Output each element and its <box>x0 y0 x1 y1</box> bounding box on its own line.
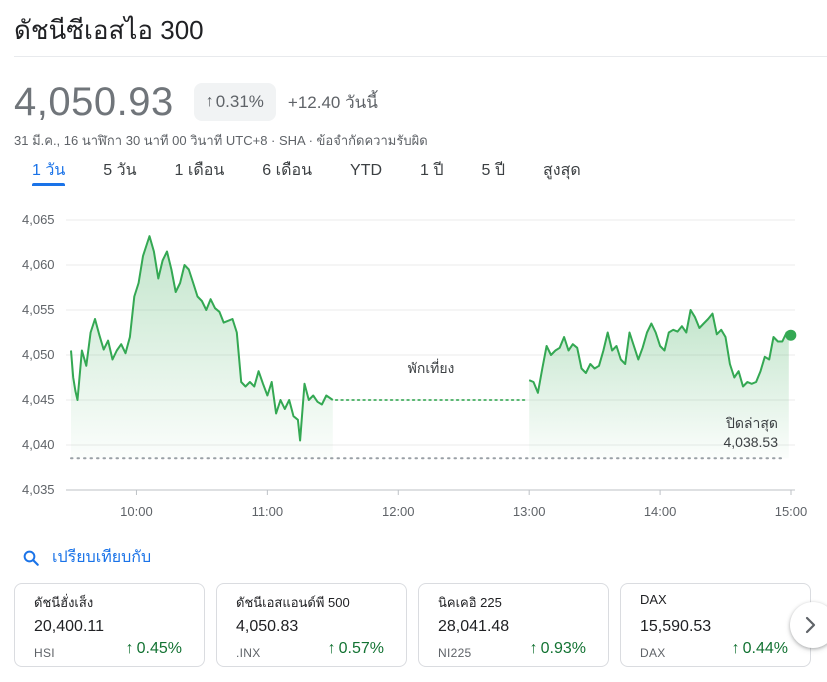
price-chart[interactable]: 4,065 4,060 4,055 4,050 4,045 4,040 4,035 10:00… <box>0 205 827 525</box>
percent-change-value: 0.31% <box>215 92 264 111</box>
x-tick-label: 14:00 <box>644 504 677 519</box>
divider <box>14 56 827 57</box>
search-icon <box>23 550 39 566</box>
afternoon-series-line <box>528 309 790 394</box>
y-tick-label: 4,050 <box>22 347 55 362</box>
card-change: ↑ 0.93% <box>530 640 586 658</box>
chevron-right-icon <box>805 616 816 634</box>
tab-5y[interactable]: 5 ปี <box>481 162 506 179</box>
card-change: ↑ 0.57% <box>328 640 384 658</box>
x-tick-label: 11:00 <box>252 504 284 519</box>
x-tick-label: 10:00 <box>120 504 153 519</box>
card-name: DAX <box>640 592 667 607</box>
afternoon-series-area <box>529 310 789 459</box>
y-tick-label: 4,040 <box>22 437 55 452</box>
card-price: 28,041.48 <box>438 618 510 635</box>
card-change-value: 0.45% <box>136 640 182 657</box>
morning-series-line <box>70 235 334 442</box>
absolute-change: +12.40 วันนี้ <box>287 92 378 112</box>
related-card-dax[interactable]: DAX 15,590.53 DAX ↑ 0.44% <box>620 583 811 667</box>
card-price: 15,590.53 <box>640 618 712 635</box>
compare-button[interactable]: เปรียบเทียบกับ <box>22 545 151 570</box>
tab-1y[interactable]: 1 ปี <box>420 162 444 179</box>
compare-label: เปรียบเทียบกับ <box>52 549 152 566</box>
card-symbol: HSI <box>34 646 55 660</box>
card-change-value: 0.57% <box>338 640 384 657</box>
current-price-dot <box>785 329 797 341</box>
card-change: ↑ 0.44% <box>732 640 788 658</box>
quote-meta: 31 มี.ค., 16 นาฬิกา 30 นาที 00 วินาที UT… <box>14 133 428 148</box>
tab-1d[interactable]: 1 วัน <box>32 160 66 186</box>
range-tabs: 1 วัน 5 วัน 1 เดือน 6 เดือน YTD 1 ปี 5 ป… <box>14 160 581 190</box>
card-price: 4,050.83 <box>236 618 299 635</box>
tab-5d[interactable]: 5 วัน <box>103 162 137 179</box>
related-card-hsi[interactable]: ดัชนีฮั่งเส็ง 20,400.11 HSI ↑ 0.45% <box>14 583 205 667</box>
x-tick-label: 15:00 <box>775 504 808 519</box>
x-tick-label: 13:00 <box>513 504 546 519</box>
y-tick-label: 4,065 <box>22 212 55 227</box>
related-indices: ดัชนีฮั่งเส็ง 20,400.11 HSI ↑ 0.45% ดัชนี… <box>14 583 822 667</box>
card-change-value: 0.93% <box>540 640 586 657</box>
related-card-inx[interactable]: ดัชนีเอสแอนด์พี 500 4,050.83 .INX ↑ 0.57% <box>216 583 407 667</box>
card-change: ↑ 0.45% <box>126 640 182 658</box>
x-tick-label: 12:00 <box>382 504 415 519</box>
arrow-up-icon: ↑ <box>529 640 538 657</box>
next-button[interactable] <box>790 602 827 648</box>
card-symbol: DAX <box>640 646 666 660</box>
card-symbol: NI225 <box>438 646 472 660</box>
tab-6m[interactable]: 6 เดือน <box>262 162 313 179</box>
card-change-value: 0.44% <box>742 640 788 657</box>
percent-change-badge: ↑ 0.31% <box>193 83 276 121</box>
y-tick-label: 4,055 <box>22 302 55 317</box>
quote-summary: 4,050.93 ↑ 0.31% +12.40 วันนี้ <box>14 78 378 126</box>
card-name: นิคเคอิ 225 <box>438 595 502 610</box>
arrow-up-icon: ↑ <box>125 640 134 657</box>
arrow-up-icon: ↑ <box>327 640 336 657</box>
y-tick-label: 4,060 <box>22 257 55 272</box>
current-price: 4,050.93 <box>14 79 174 124</box>
card-price: 20,400.11 <box>34 618 104 635</box>
lunch-break-label: พักเที่ยง <box>408 359 455 376</box>
related-card-ni225[interactable]: นิคเคอิ 225 28,041.48 NI225 ↑ 0.93% <box>418 583 609 667</box>
arrow-up-icon: ↑ <box>205 93 214 110</box>
y-tick-label: 4,045 <box>22 392 55 407</box>
card-name: ดัชนีฮั่งเส็ง <box>34 595 94 610</box>
card-symbol: .INX <box>236 646 261 660</box>
tab-ytd[interactable]: YTD <box>350 162 383 179</box>
y-tick-label: 4,035 <box>22 482 55 497</box>
arrow-up-icon: ↑ <box>731 640 740 657</box>
previous-close-label: ปิดล่าสุด <box>725 415 778 432</box>
page-title: ดัชนีซีเอสไอ 300 <box>14 15 204 45</box>
tab-1m[interactable]: 1 เดือน <box>174 162 225 179</box>
tab-max[interactable]: สูงสุด <box>543 162 581 179</box>
card-name: ดัชนีเอสแอนด์พี 500 <box>236 595 350 610</box>
previous-close-value: 4,038.53 <box>724 434 779 450</box>
